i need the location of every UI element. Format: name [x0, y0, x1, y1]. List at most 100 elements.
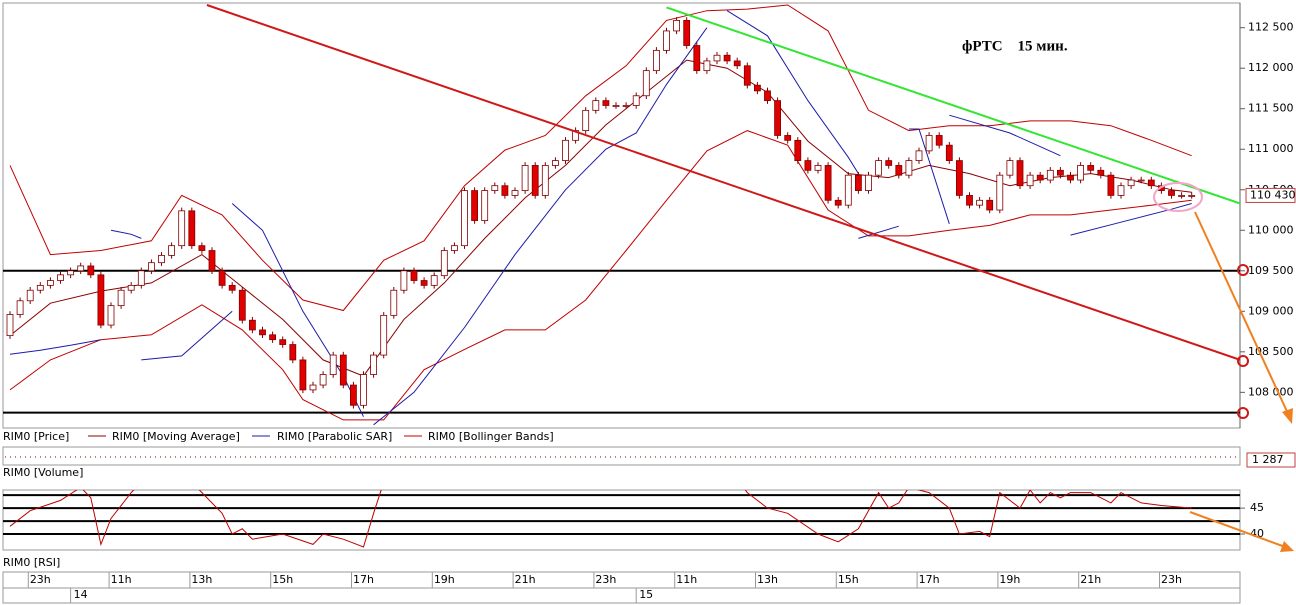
candle-body — [269, 334, 277, 341]
candle-body — [865, 174, 872, 191]
candle-body — [693, 45, 701, 72]
highlight-ellipse — [1153, 182, 1203, 212]
parabolic-sar — [373, 27, 708, 426]
candle-body — [834, 199, 842, 206]
parabolic-sar — [9, 339, 101, 355]
candle-body — [592, 100, 600, 111]
parabolic-sar — [908, 128, 950, 224]
candle-body — [511, 190, 519, 196]
level-marker — [1237, 355, 1249, 367]
candle-body — [360, 374, 367, 406]
candle-body — [491, 185, 499, 191]
candle-body — [885, 160, 893, 166]
x-tick-label: 23h — [1161, 573, 1182, 586]
candle-body — [400, 270, 408, 291]
candle-body — [844, 174, 852, 206]
candle-body — [26, 289, 34, 302]
candle-body — [77, 265, 85, 272]
candle-body — [976, 199, 983, 206]
forecast-arrow — [1194, 211, 1291, 419]
candle-body — [521, 165, 529, 191]
parabolic-sar — [949, 114, 1061, 157]
bollinger-band — [9, 4, 1192, 312]
level-marker — [1237, 264, 1249, 276]
candle-body — [137, 270, 145, 286]
parabolic-sar — [858, 225, 899, 239]
arrow-head — [1282, 408, 1293, 424]
x-tick-label: 23h — [30, 573, 51, 586]
candle-body — [824, 165, 832, 201]
x-tick-label: 21h — [515, 573, 536, 586]
candle-body — [1188, 195, 1196, 197]
candle-body — [1137, 179, 1145, 182]
y-tick-label: 109 000 — [1248, 304, 1294, 317]
forecast-arrow — [1189, 511, 1289, 549]
candle-body — [875, 160, 882, 176]
candle-body — [430, 275, 438, 286]
candle-body — [632, 95, 640, 106]
candle-body — [1036, 174, 1044, 181]
date-tick-label: 14 — [74, 588, 88, 601]
candle-body — [238, 289, 246, 321]
level-marker — [1237, 407, 1249, 419]
candle-body — [956, 160, 963, 196]
candle-body — [218, 270, 226, 286]
candle-body — [87, 265, 95, 276]
last-price-label: 110 430 — [1250, 188, 1296, 201]
x-tick-label: 11h — [111, 573, 132, 586]
x-tick-label: 19h — [434, 573, 455, 586]
candle-body — [915, 150, 923, 161]
candle-body — [602, 100, 610, 106]
y-tick-label: 109 500 — [1248, 264, 1294, 277]
candle-body — [612, 105, 620, 107]
price-plot — [3, 4, 1240, 426]
candle-body — [562, 139, 569, 161]
candle-body — [67, 270, 74, 276]
candle-body — [279, 339, 287, 345]
candle-body — [107, 305, 115, 326]
x-tick-label: 11h — [676, 573, 697, 586]
x-tick-label: 23h — [595, 573, 616, 586]
candle-body — [299, 359, 307, 391]
candle-body — [905, 160, 913, 176]
candle-body — [531, 165, 539, 196]
legend-label: RIM0 [Moving Average] — [112, 430, 240, 443]
candle-body — [1097, 169, 1105, 176]
candle-body — [380, 314, 388, 356]
candle-body — [683, 19, 691, 46]
legend-label: RIM0 [Parabolic SAR] — [277, 430, 392, 443]
parabolic-sar — [726, 10, 859, 174]
candle-body — [986, 199, 994, 211]
candle-body — [319, 374, 327, 386]
candle-body — [996, 174, 1004, 211]
candle-body — [541, 165, 549, 196]
candle-body — [1026, 174, 1034, 187]
candle-body — [16, 300, 24, 315]
candle-body — [754, 84, 761, 92]
candle-body — [440, 250, 448, 277]
candle-body — [733, 60, 741, 67]
user-annotations — [1153, 182, 1294, 552]
candle-body — [653, 49, 660, 72]
candle-body — [147, 262, 155, 272]
candle-body — [774, 100, 781, 136]
parabolic-sar — [1070, 203, 1192, 236]
candle-body — [1057, 169, 1064, 176]
candle-body — [228, 284, 236, 291]
candle-body — [895, 165, 903, 176]
candle-body — [178, 210, 186, 247]
candle-body — [925, 135, 933, 152]
candle-body — [208, 250, 216, 272]
candle-body — [855, 174, 862, 191]
panel-label: RIM0 [RSI] — [3, 556, 60, 569]
candle-body — [1168, 190, 1175, 196]
candle-body — [804, 160, 812, 171]
rsi-plot — [3, 490, 1240, 548]
legend: RIM0 [Price] RIM0 [Moving Average] RIM0 … — [3, 430, 554, 443]
candle-body — [47, 280, 54, 286]
candle-body — [370, 354, 378, 375]
candle-body — [57, 274, 64, 281]
candle-body — [814, 165, 822, 171]
